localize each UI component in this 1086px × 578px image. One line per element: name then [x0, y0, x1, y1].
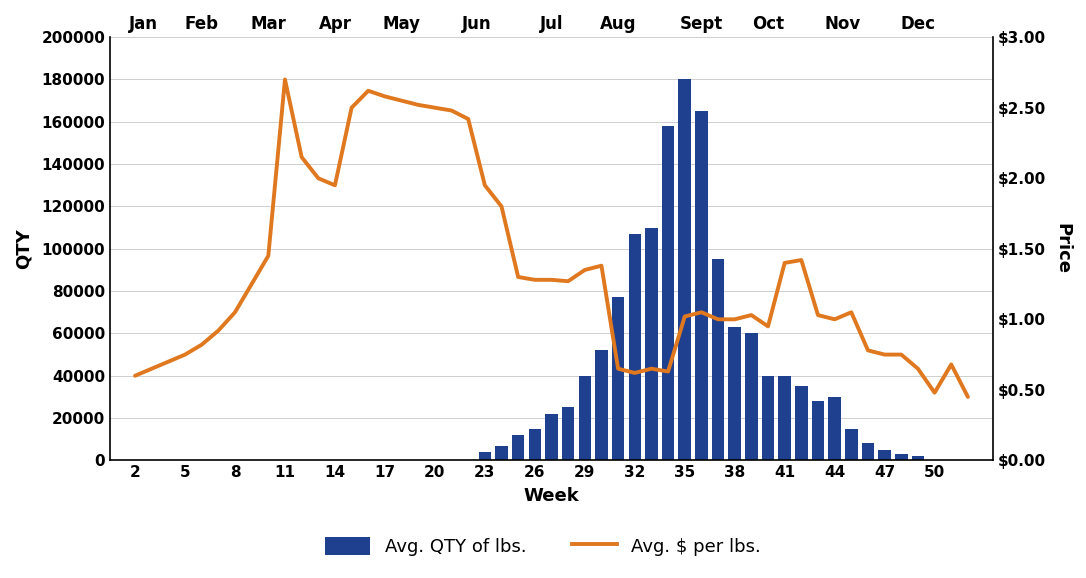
- Bar: [645, 228, 658, 461]
- Bar: [661, 126, 674, 461]
- Bar: [529, 429, 541, 461]
- Bar: [861, 443, 874, 461]
- Bar: [695, 111, 708, 461]
- Bar: [512, 435, 525, 461]
- Y-axis label: QTY: QTY: [15, 228, 33, 269]
- Bar: [595, 350, 608, 461]
- Bar: [495, 446, 508, 461]
- Bar: [545, 414, 558, 461]
- Bar: [761, 376, 774, 461]
- Bar: [779, 376, 791, 461]
- X-axis label: Week: Week: [523, 487, 579, 505]
- Bar: [579, 376, 591, 461]
- Bar: [895, 454, 908, 461]
- Bar: [711, 260, 724, 461]
- Legend: Avg. QTY of lbs., Avg. $ per lbs.: Avg. QTY of lbs., Avg. $ per lbs.: [318, 529, 768, 563]
- Bar: [829, 397, 841, 461]
- Bar: [611, 298, 624, 461]
- Bar: [879, 450, 891, 461]
- Bar: [795, 386, 808, 461]
- Bar: [745, 334, 758, 461]
- Bar: [811, 401, 824, 461]
- Bar: [911, 456, 924, 461]
- Bar: [479, 452, 491, 461]
- Bar: [679, 80, 691, 461]
- Bar: [729, 327, 741, 461]
- Y-axis label: Price: Price: [1053, 223, 1071, 275]
- Bar: [845, 429, 858, 461]
- Bar: [561, 407, 574, 461]
- Bar: [629, 234, 641, 461]
